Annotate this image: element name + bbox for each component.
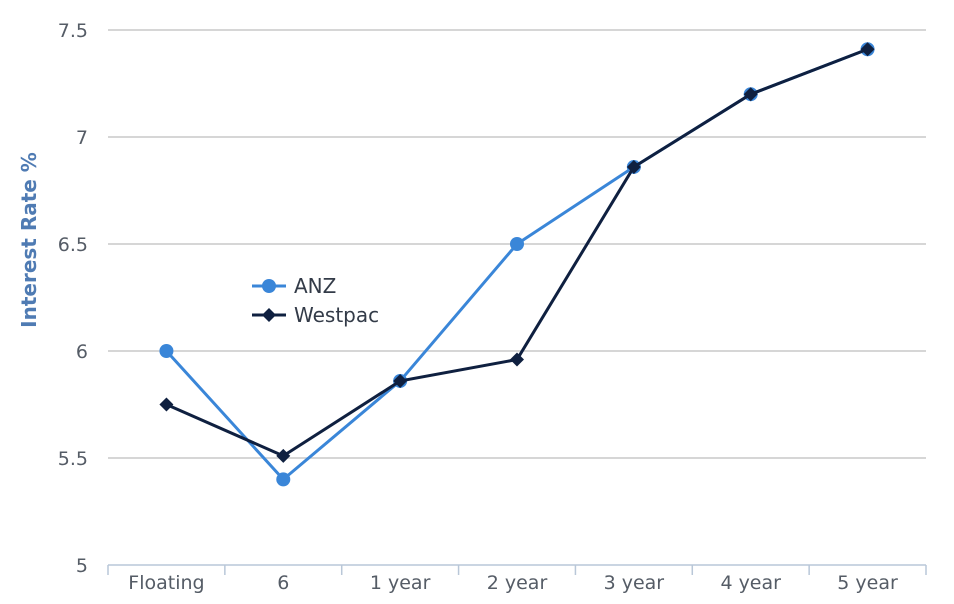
- data-point-anz: [159, 344, 174, 358]
- data-point-westpac: [276, 448, 291, 463]
- y-axis-label: Interest Rate %: [17, 152, 41, 328]
- series-line-anz: [165, 47, 869, 481]
- data-point-anz: [510, 237, 524, 251]
- legend-label: ANZ: [294, 274, 336, 298]
- y-tick-label: 7: [76, 127, 88, 149]
- x-tick-label: 6: [277, 572, 289, 594]
- data-point-westpac: [393, 373, 408, 388]
- x-tick-label: Floating: [128, 572, 204, 594]
- x-tick-label: 2 year: [487, 572, 548, 594]
- data-point-westpac: [159, 397, 174, 412]
- y-tick-label: 6.5: [58, 234, 88, 256]
- data-point-westpac: [743, 87, 758, 102]
- y-tick-label: 5.5: [58, 448, 88, 470]
- y-tick-label: 7.5: [58, 20, 88, 42]
- series-layer: [159, 42, 875, 487]
- data-point-westpac: [510, 352, 524, 367]
- legend: ANZ Westpac: [252, 274, 379, 327]
- data-point-anz: [276, 472, 291, 487]
- x-tick-label: 3 year: [604, 572, 665, 594]
- y-tick-label: 5: [76, 555, 88, 577]
- data-point-westpac: [626, 159, 641, 174]
- series-line-westpac: [165, 47, 869, 458]
- y-axis-ticks: 5 5.5 6 6.5 7 7.5: [58, 20, 88, 577]
- legend-label: Westpac: [294, 303, 379, 327]
- x-tick-label: 4 year: [720, 572, 781, 594]
- x-tick-label: 5 year: [837, 572, 898, 594]
- y-tick-label: 6: [76, 341, 88, 363]
- x-tick-label: 1 year: [370, 572, 431, 594]
- legend-marker: [262, 279, 276, 293]
- x-axis: Floating 6 1 year 2 year 3 year 4 year 5 year: [107, 564, 927, 594]
- legend-marker: [262, 308, 276, 322]
- data-point-westpac: [860, 42, 875, 57]
